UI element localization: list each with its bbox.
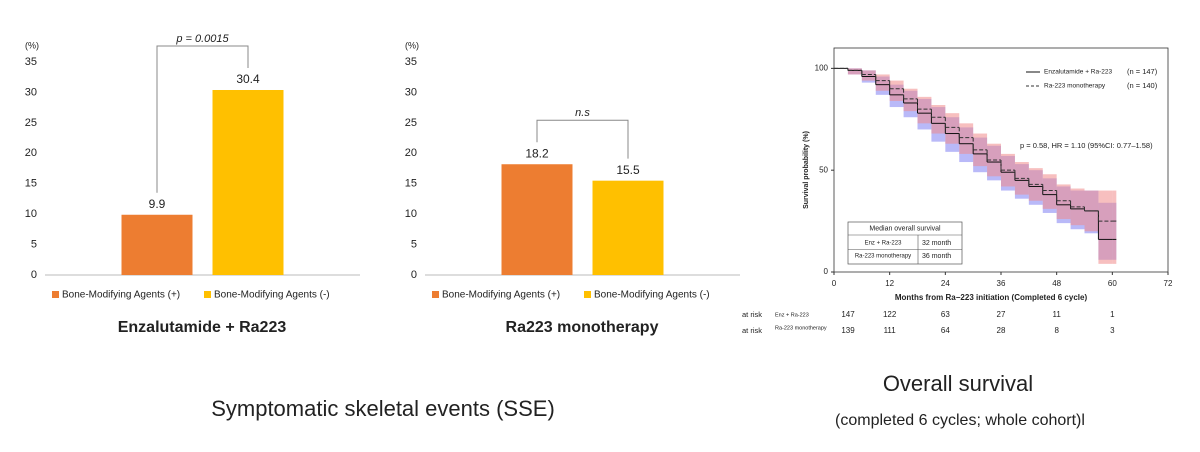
os-subcaption: (completed 6 cycles; whole cohort)l — [835, 412, 1085, 429]
legend-swatch — [432, 291, 439, 298]
at-risk-label: at risk — [742, 310, 762, 319]
y-tick-label: 20 — [405, 147, 417, 159]
median-table-value: 36 month — [922, 253, 951, 260]
confidence-band — [1042, 174, 1057, 209]
chart-title: Enzalutamide + Ra223 — [118, 319, 287, 336]
significance-label: n.s — [575, 107, 590, 119]
y-tick-label: 10 — [405, 208, 417, 220]
y-unit: (%) — [405, 40, 419, 50]
value-label: 30.4 — [236, 72, 260, 86]
y-tick-label: 35 — [405, 56, 417, 68]
at-risk-count: 139 — [841, 326, 855, 335]
significance-bracket — [156, 45, 249, 193]
legend-n: (n = 147) — [1127, 67, 1158, 76]
median-table-group: Ra-223 monotherapy — [855, 254, 911, 260]
at-risk-count: 147 — [841, 310, 855, 319]
median-table-group: Enz + Ra-223 — [865, 241, 903, 247]
legend-swatch — [52, 291, 59, 298]
at-risk-count: 8 — [1054, 326, 1059, 335]
bar — [501, 164, 573, 275]
confidence-band — [903, 88, 918, 112]
annotation: p = 0.58, HR = 1.10 (95%CI: 0.77–1.58) — [1020, 141, 1153, 150]
significance-label: p = 0.0015 — [175, 33, 229, 45]
x-tick-label: 36 — [997, 279, 1006, 288]
confidence-band — [889, 80, 904, 101]
y-tick-label: 50 — [819, 165, 828, 174]
y-tick-label: 30 — [25, 86, 37, 98]
y-tick-label: 0 — [411, 269, 417, 281]
legend-label: Enzalutamide + Ra-223 — [1044, 69, 1112, 76]
median-table — [847, 221, 963, 265]
chart-title: Ra223 monotherapy — [506, 319, 659, 336]
y-tick-label: 25 — [25, 117, 37, 129]
confidence-band — [1056, 184, 1071, 220]
at-risk-group: Enz + Ra-223 — [775, 312, 809, 318]
y-tick-label: 25 — [405, 117, 417, 129]
legend-label: Bone-Modifying Agents (-) — [594, 290, 710, 301]
confidence-band — [861, 70, 876, 81]
confidence-band — [917, 96, 932, 124]
legend-n: (n = 140) — [1127, 81, 1158, 90]
confidence-band — [959, 123, 974, 154]
x-tick-label: 12 — [885, 279, 894, 288]
value-label: 15.5 — [616, 163, 640, 177]
x-tick-label: 0 — [832, 279, 837, 288]
significance-bracket — [536, 119, 629, 159]
y-tick-label: 5 — [31, 238, 37, 250]
y-tick-label: 5 — [411, 238, 417, 250]
confidence-band — [847, 68, 862, 75]
at-risk-count: 64 — [941, 326, 950, 335]
at-risk-count: 3 — [1110, 326, 1115, 335]
sse-caption: Symptomatic skeletal events (SSE) — [211, 396, 555, 421]
y-tick-label: 35 — [25, 56, 37, 68]
legend-label: Ra-223 monotherapy — [1044, 83, 1106, 90]
y-tick-label: 100 — [815, 63, 829, 72]
y-tick-label: 0 — [824, 267, 829, 276]
at-risk-count: 122 — [883, 310, 897, 319]
legend-label: Bone-Modifying Agents (-) — [214, 290, 330, 301]
median-table-header: Median overall survival — [869, 225, 941, 232]
bar — [121, 214, 193, 275]
y-axis-label: Survival probability (%) — [803, 131, 810, 209]
at-risk-count: 11 — [1053, 310, 1062, 319]
y-tick-label: 0 — [31, 269, 37, 281]
y-tick-label: 10 — [25, 208, 37, 220]
at-risk-group: Ra-223 monotherapy — [775, 325, 827, 331]
value-label: 18.2 — [525, 146, 549, 160]
y-tick-label: 20 — [25, 147, 37, 159]
x-axis-label: Months from Ra−223 initiation (Completed… — [895, 293, 1088, 302]
bar — [212, 89, 284, 275]
confidence-band — [1098, 190, 1113, 264]
at-risk-count: 111 — [884, 326, 897, 335]
y-tick-label: 15 — [25, 178, 37, 190]
median-table-value: 32 month — [922, 240, 951, 247]
y-tick-label: 15 — [405, 178, 417, 190]
at-risk-count: 63 — [941, 310, 950, 319]
confidence-band — [931, 105, 946, 134]
at-risk-label: at risk — [742, 326, 762, 335]
x-tick-label: 60 — [1108, 279, 1117, 288]
legend-label: Bone-Modifying Agents (+) — [442, 290, 560, 301]
y-unit: (%) — [25, 40, 39, 50]
y-tick-label: 30 — [405, 86, 417, 98]
value-label: 9.9 — [149, 197, 166, 211]
os-caption: Overall survival — [883, 371, 1033, 396]
x-tick-label: 72 — [1164, 279, 1173, 288]
confidence-band — [1112, 190, 1117, 264]
x-tick-label: 24 — [941, 279, 950, 288]
legend-swatch — [204, 291, 211, 298]
confidence-band — [945, 113, 960, 144]
at-risk-count: 28 — [997, 326, 1006, 335]
legend-swatch — [584, 291, 591, 298]
x-tick-label: 48 — [1052, 279, 1061, 288]
legend-label: Bone-Modifying Agents (+) — [62, 290, 180, 301]
confidence-band — [875, 74, 890, 91]
at-risk-count: 27 — [997, 310, 1006, 319]
bar — [592, 180, 664, 275]
at-risk-count: 1 — [1110, 310, 1115, 319]
